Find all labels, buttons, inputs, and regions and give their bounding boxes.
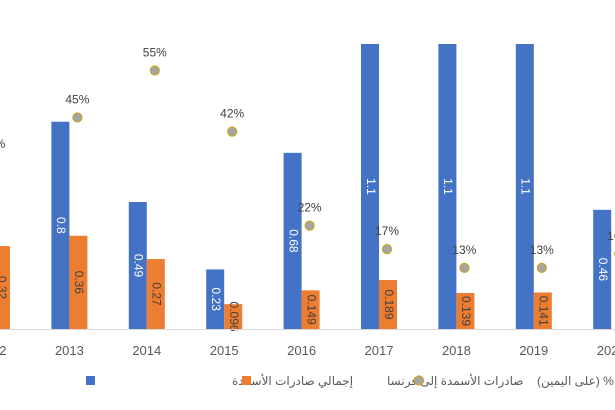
bar-total-exports-2019 xyxy=(515,44,534,329)
bar-france-exports-2015 xyxy=(224,304,243,329)
bar-total-exports-2018 xyxy=(438,44,457,329)
x-tick-label-2020: 2020 xyxy=(597,343,615,358)
data-label-france-2018: 0.139 xyxy=(459,296,473,326)
bar-france-exports-2017 xyxy=(379,280,397,329)
x-tick-label-2012: 2012 xyxy=(0,343,6,358)
data-label-ratio-2020: 16% xyxy=(607,229,615,243)
ratio-marker-2013 xyxy=(72,112,83,123)
x-tick-label-2013: 2013 xyxy=(55,343,84,358)
data-label-ratio-2014: 55% xyxy=(143,46,167,60)
legend-label-ratio: النسبة % (على اليمين) xyxy=(537,374,615,389)
bar-total-exports-2014 xyxy=(128,202,147,329)
bar-total-exports-2020 xyxy=(593,209,612,329)
ratio-marker-2018 xyxy=(459,262,470,273)
data-label-total-2018: 1.1 xyxy=(441,178,455,195)
ratio-marker-2016 xyxy=(304,220,315,231)
data-label-ratio-2019: 13% xyxy=(530,243,554,257)
legend-label-france-exports: صادرات الأسمدة إلى فرنسا xyxy=(387,373,523,389)
data-label-france-2017: 0.189 xyxy=(382,290,396,320)
data-label-france-2015: 0.096 xyxy=(227,302,241,332)
bar-france-exports-2016 xyxy=(301,290,320,329)
legend-swatch-total-exports xyxy=(86,376,95,385)
data-label-total-2017: 1.1 xyxy=(364,178,378,195)
data-label-total-2016: 0.68 xyxy=(286,229,300,253)
bar-france-exports-2019 xyxy=(533,292,552,329)
data-label-france-2014: 0.27 xyxy=(150,282,164,306)
ratio-marker-2017 xyxy=(381,244,393,255)
bar-france-exports-2018 xyxy=(456,292,475,329)
ratio-marker-2015 xyxy=(227,126,238,137)
data-label-ratio-2012: % xyxy=(0,137,6,151)
bar-france-exports-2014 xyxy=(146,259,165,329)
x-tick-label-2017: 2017 xyxy=(365,343,394,358)
ratio-marker-2019 xyxy=(536,262,547,273)
data-label-total-2019: 1.1 xyxy=(519,178,533,195)
x-tick-label-2018: 2018 xyxy=(442,343,471,358)
data-label-ratio-2016: 22% xyxy=(298,201,322,215)
data-label-total-2014: 0.49 xyxy=(132,254,146,278)
x-tick-label-2019: 2019 xyxy=(519,343,548,358)
data-label-ratio-2018: 13% xyxy=(452,243,476,257)
data-label-total-2020: 0.46 xyxy=(596,258,610,282)
data-label-france-2019: 0.141 xyxy=(537,296,551,326)
data-label-ratio-2013: 45% xyxy=(65,93,89,107)
data-label-ratio-2017: 17% xyxy=(375,224,399,238)
x-tick-label-2014: 2014 xyxy=(132,343,161,358)
bar-total-exports-2016 xyxy=(283,152,302,329)
bar-france-exports-2012 xyxy=(0,246,10,329)
bar-france-exports-2013 xyxy=(69,235,88,329)
legend-swatch-france-exports xyxy=(242,376,251,385)
plot-area: 0.32% 0.8 0.36 45% 0.49 0.27 55% 0.23 0.096 42% 0.… xyxy=(0,44,615,332)
data-label-france-2016: 0.149 xyxy=(304,295,318,325)
data-label-total-2013: 0.8 xyxy=(54,217,68,234)
ratio-marker-2014 xyxy=(149,65,160,76)
x-axis-tick-labels: 2012 2013 2014 2015 2016 2017 2018 2019 2020 xyxy=(0,343,615,358)
data-label-france-2013: 0.36 xyxy=(72,271,86,295)
x-tick-label-2015: 2015 xyxy=(210,343,239,358)
legend: إجمالي صادرات الأسمدة صادرات الأسمدة إلى … xyxy=(86,373,615,389)
x-tick-label-2016: 2016 xyxy=(287,343,316,358)
data-label-france-2012: 0.32 xyxy=(0,276,9,300)
bar-total-exports-2017 xyxy=(361,44,379,329)
data-label-total-2015: 0.23 xyxy=(209,288,223,312)
data-label-ratio-2015: 42% xyxy=(220,107,244,121)
bar-total-exports-2013 xyxy=(51,121,70,330)
legend-marker-ratio xyxy=(413,375,425,386)
bar-total-exports-2015 xyxy=(206,269,225,329)
legend-label-total-exports: إجمالي صادرات الأسمدة xyxy=(232,373,353,389)
